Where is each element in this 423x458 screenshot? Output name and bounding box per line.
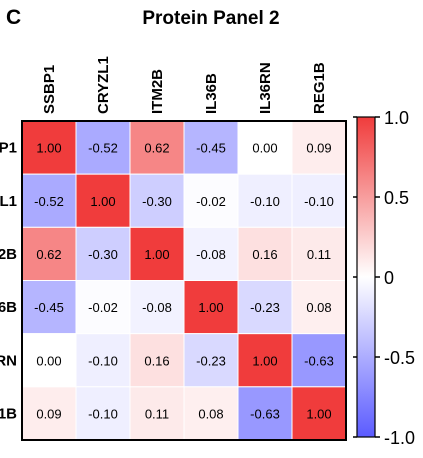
cell-value-label: -0.52 [34,194,64,209]
cell-value-label: 0.11 [307,247,331,262]
colorbar-gradient [357,117,375,437]
column-label: ITM2B [149,69,166,114]
chart-title: Protein Panel 2 [142,8,279,29]
cell-value-label: -0.23 [196,353,226,368]
row-label: 1B [0,405,17,422]
cell-value-label: 0.62 [144,141,169,156]
column-label: REG1B [311,62,328,114]
row-label: 2B [0,246,17,263]
cell-value-label: -0.23 [250,300,280,315]
colorbar-tick-label: 1.0 [384,108,409,128]
cell-value-label: 0.16 [252,247,277,262]
cell-value-label: 1.00 [36,141,61,156]
cell-value-label: 0.08 [198,406,223,421]
panel-letter: C [6,6,21,29]
cell-value-label: -0.02 [88,300,118,315]
cell-value-label: 1.00 [144,247,169,262]
cell-value-label: -0.02 [196,194,226,209]
cell-value-label: 0.16 [144,353,169,368]
cell-value-label: 0.00 [36,353,61,368]
cell-value-label: -0.10 [250,194,280,209]
cell-value-label: -0.52 [88,141,118,156]
cell-value-label: -0.30 [142,194,172,209]
column-label: IL36RN [257,62,274,114]
cell-value-label: -0.08 [142,300,172,315]
row-label: 6B [0,299,17,316]
cell-value-label: -0.63 [304,353,334,368]
heatmap-cells [22,121,346,440]
row-label: L1 [0,193,17,210]
colorbar-tick-label: -0.5 [384,348,415,368]
cell-value-label: -0.63 [250,406,280,421]
colorbar-tick-label: -1.0 [384,428,415,448]
cell-value-label: -0.45 [196,141,226,156]
cell-value-label: 0.08 [306,300,331,315]
cell-value-label: -0.10 [88,406,118,421]
cell-value-label: 1.00 [252,353,277,368]
cell-value-label: -0.08 [196,247,226,262]
cell-value-label: 0.62 [36,247,61,262]
colorbar: 1.0 0.5 0 -0.5 -1.0 [353,108,415,448]
cell-value-label: -0.10 [88,353,118,368]
cell-value-label: 0.09 [36,406,61,421]
cell-value-label: 1.00 [306,406,331,421]
cell-value-label: 0.00 [252,141,277,156]
cell-value-label: -0.10 [304,194,334,209]
cell-value-label: -0.30 [88,247,118,262]
cell-value-label: -0.45 [34,300,64,315]
column-label: CRYZL1 [95,56,112,114]
colorbar-tick-label: 0.5 [384,188,409,208]
column-labels: SSBP1 CRYZL1 ITM2B IL36B IL36RN REG1B [41,56,328,114]
cell-value-label: 1.00 [198,300,223,315]
cell-value-label: 0.11 [145,406,169,421]
column-label: SSBP1 [41,65,58,114]
row-label: RN [0,352,17,369]
row-labels: P1 L1 2B 6B RN 1B [0,140,17,423]
row-label: P1 [0,140,17,157]
cell-value-label: 1.00 [90,194,115,209]
cell-value-label: 0.09 [306,141,331,156]
colorbar-tick-label: 0 [384,268,394,288]
column-label: IL36B [203,73,220,114]
